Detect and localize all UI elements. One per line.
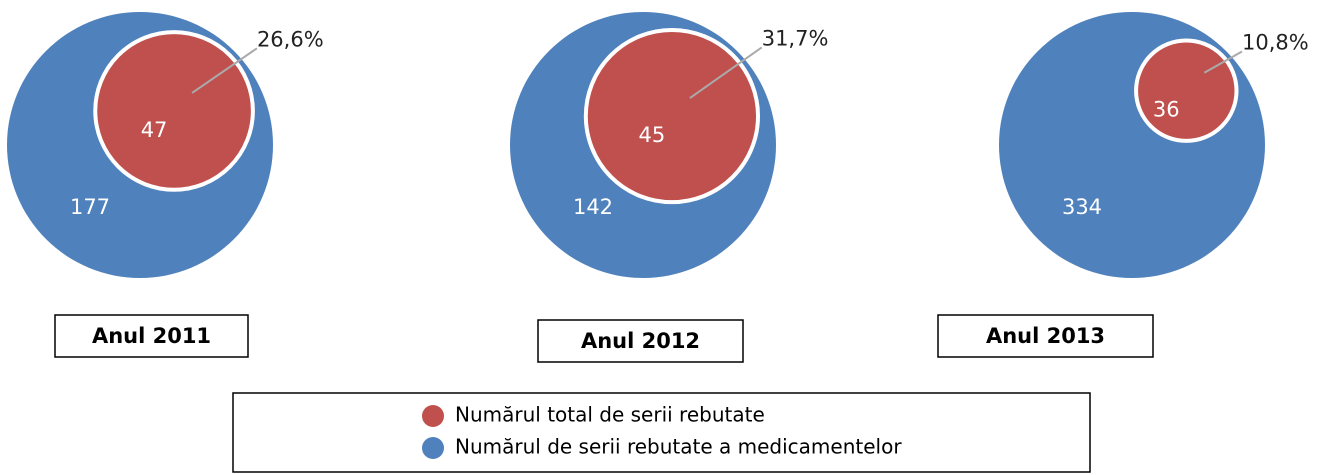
leader-line [1203, 50, 1243, 74]
legend-label: Numărul de serii rebutate a medicamentel… [455, 435, 902, 459]
inner-value: 47 [141, 118, 168, 142]
leader-line [689, 46, 763, 99]
outer-value: 177 [70, 195, 110, 219]
inner-value: 45 [639, 123, 666, 147]
legend-marker [422, 405, 444, 427]
outer-value: 334 [1062, 195, 1102, 219]
inner-circle [583, 27, 761, 205]
inner-circle [93, 30, 255, 192]
inner-circle [1134, 38, 1239, 143]
outer-circle [999, 12, 1265, 278]
share-label: 26,6% [257, 27, 324, 51]
legend-box [232, 392, 1091, 473]
category-box [937, 314, 1154, 358]
share-label: 10,8% [1242, 31, 1309, 55]
legend-marker [422, 437, 444, 459]
legend-label: Numărul total de serii rebutate [455, 403, 765, 427]
category-label: Anul 2013 [986, 324, 1105, 348]
outer-value: 142 [573, 195, 613, 219]
category-label: Anul 2012 [581, 329, 700, 353]
category-label: Anul 2011 [92, 324, 211, 348]
share-label: 31,7% [762, 26, 829, 50]
category-box [54, 314, 249, 358]
leader-line [191, 47, 258, 94]
inner-value: 36 [1153, 98, 1180, 122]
category-box [537, 319, 744, 363]
